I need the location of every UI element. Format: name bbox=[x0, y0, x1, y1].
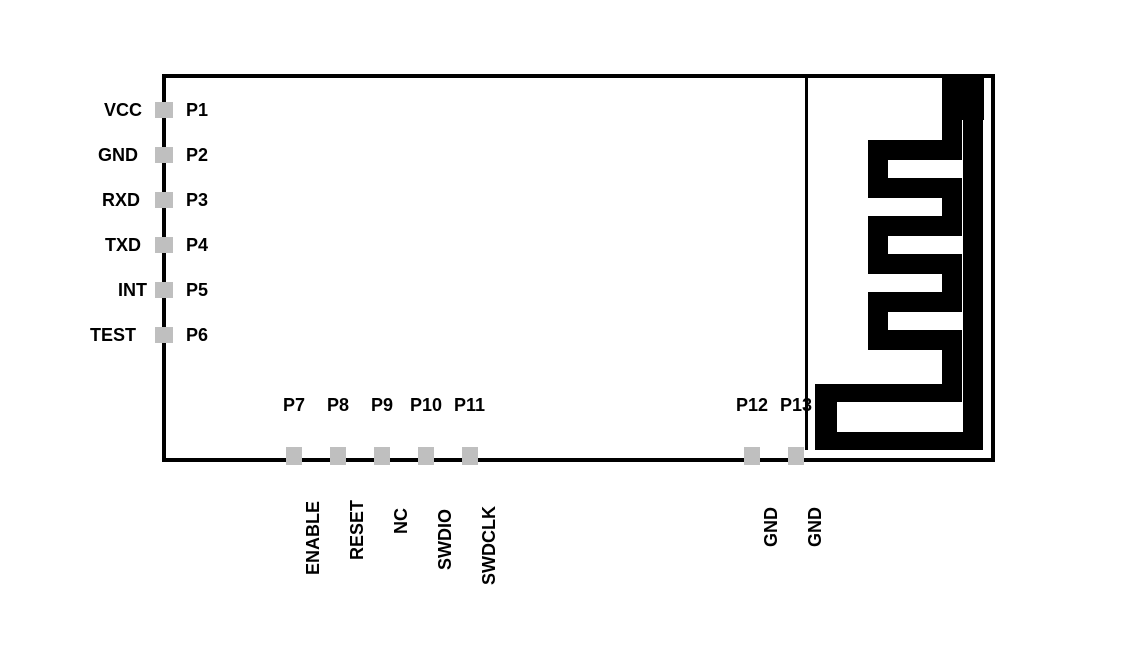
pinout-diagram: VCC P1 GND P2 RXD P3 TXD P4 INT P5 TEST P6 P7 ENABLE… bbox=[0, 0, 1145, 657]
pin-label-p3: P3 bbox=[186, 190, 208, 211]
pin-label-p2: P2 bbox=[186, 145, 208, 166]
pad-p12 bbox=[744, 447, 760, 465]
signal-label-p13: GND bbox=[805, 507, 826, 547]
pin-label-p9: P9 bbox=[371, 395, 393, 416]
signal-label-p7: ENABLE bbox=[303, 501, 324, 575]
pad-p1 bbox=[155, 102, 173, 118]
signal-label-p4: TXD bbox=[0, 235, 141, 256]
pin-label-p1: P1 bbox=[186, 100, 208, 121]
pad-p8 bbox=[330, 447, 346, 465]
antenna-segment bbox=[963, 78, 983, 450]
pin-label-p6: P6 bbox=[186, 325, 208, 346]
signal-label-p3: RXD bbox=[0, 190, 140, 211]
signal-label-p1: VCC bbox=[0, 100, 142, 121]
antenna-segment bbox=[815, 384, 962, 402]
pad-p13 bbox=[788, 447, 804, 465]
pin-label-p5: P5 bbox=[186, 280, 208, 301]
pin-label-p12: P12 bbox=[736, 395, 768, 416]
signal-label-p10: SWDIO bbox=[435, 509, 456, 570]
pin-label-p10: P10 bbox=[410, 395, 442, 416]
pad-p2 bbox=[155, 147, 173, 163]
pin-label-p7: P7 bbox=[283, 395, 305, 416]
pin-label-p11: P11 bbox=[454, 395, 485, 416]
pin-label-p8: P8 bbox=[327, 395, 349, 416]
antenna-segment bbox=[815, 432, 983, 450]
pin-label-p13: P13 bbox=[780, 395, 812, 416]
signal-label-p2: GND bbox=[0, 145, 138, 166]
signal-label-p12: GND bbox=[761, 507, 782, 547]
signal-label-p8: RESET bbox=[347, 500, 368, 560]
pad-p9 bbox=[374, 447, 390, 465]
pad-p5 bbox=[155, 282, 173, 298]
pin-label-p4: P4 bbox=[186, 235, 208, 256]
signal-label-p11: SWDCLK bbox=[479, 506, 500, 585]
pad-p11 bbox=[462, 447, 478, 465]
pad-p6 bbox=[155, 327, 173, 343]
signal-label-p5: INT bbox=[0, 280, 147, 301]
pad-p4 bbox=[155, 237, 173, 253]
signal-label-p9: NC bbox=[391, 508, 412, 534]
signal-label-p6: TEST bbox=[0, 325, 136, 346]
pad-p10 bbox=[418, 447, 434, 465]
pad-p3 bbox=[155, 192, 173, 208]
pad-p7 bbox=[286, 447, 302, 465]
